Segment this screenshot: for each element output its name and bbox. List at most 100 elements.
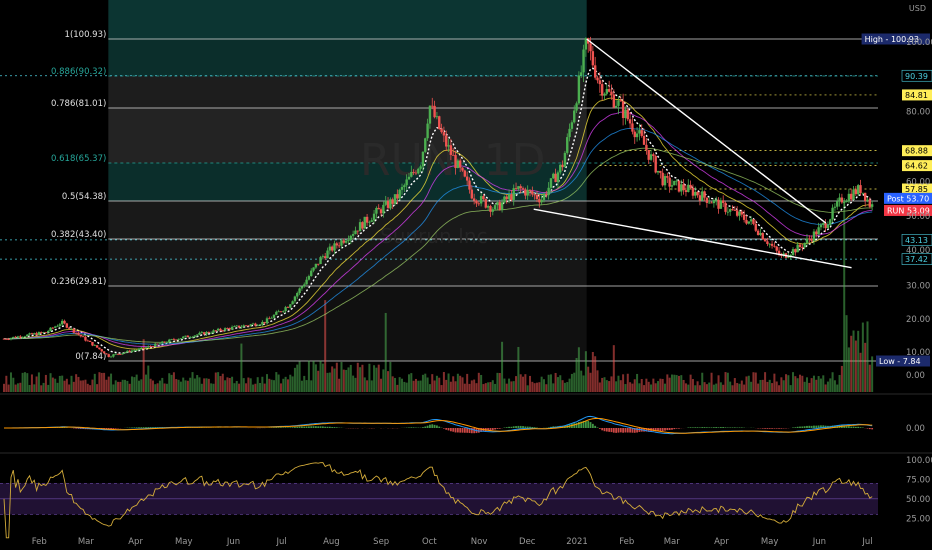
candle-body xyxy=(156,343,159,345)
volume-bar xyxy=(712,384,715,392)
volume-bar xyxy=(324,300,327,392)
candle-body xyxy=(584,38,588,50)
candle-body xyxy=(228,328,231,330)
candle-body xyxy=(84,336,87,341)
candle-body xyxy=(323,256,327,259)
macd-histogram-bar xyxy=(661,428,664,432)
volume-bar xyxy=(456,373,459,392)
candle-body xyxy=(284,307,287,311)
candle-body xyxy=(535,194,539,200)
candle-body xyxy=(491,209,494,212)
candle-body xyxy=(351,234,355,236)
macd-histogram-bar xyxy=(601,428,604,431)
time-tick-label: Apr xyxy=(128,537,143,547)
macd-histogram-bar xyxy=(580,421,583,428)
candle-body xyxy=(279,311,283,313)
volume-bar xyxy=(799,374,802,392)
candle-body xyxy=(421,151,425,167)
volume-bar xyxy=(778,385,781,392)
volume-bar xyxy=(626,373,629,392)
candle-body xyxy=(470,189,474,199)
candle-body xyxy=(570,122,574,129)
volume-bar xyxy=(56,382,59,392)
volume-bar xyxy=(137,380,140,392)
volume-bar xyxy=(261,376,264,392)
volume-bar xyxy=(407,374,410,392)
macd-histogram-bar xyxy=(522,426,524,428)
volume-bar xyxy=(624,384,627,392)
volume-bar xyxy=(233,383,236,392)
candle-body xyxy=(738,211,741,216)
candle-body xyxy=(861,192,865,194)
volume-bar xyxy=(175,379,178,392)
volume-bar xyxy=(440,385,443,392)
volume-bar xyxy=(717,375,720,392)
candle-body xyxy=(321,256,325,258)
candle-body xyxy=(503,196,506,203)
candle-body xyxy=(545,193,548,196)
candle-body xyxy=(342,240,346,243)
volume-bar xyxy=(454,381,457,392)
candle-body xyxy=(675,180,678,182)
volume-bar xyxy=(184,380,187,392)
macd-histogram-bar xyxy=(675,428,678,429)
macd-histogram-bar xyxy=(603,428,606,432)
price-tick-label: 0.00 xyxy=(906,371,925,381)
macd-histogram-bar xyxy=(703,427,706,428)
candle-body xyxy=(610,91,613,95)
candle-body xyxy=(829,219,832,225)
candle-body xyxy=(752,219,755,224)
macd-histogram-bar xyxy=(449,428,452,432)
macd-histogram-bar xyxy=(792,427,794,428)
volume-bar xyxy=(412,380,415,392)
candle-body xyxy=(298,288,301,293)
candle-body xyxy=(121,353,124,355)
candle-body xyxy=(105,353,108,355)
macd-histogram-bar xyxy=(498,428,501,429)
volume-bar xyxy=(459,375,462,392)
macd-histogram-bar xyxy=(326,426,329,428)
time-tick-label: Jul xyxy=(276,537,287,547)
candle-body xyxy=(158,343,162,345)
candle-body xyxy=(116,353,120,355)
price-tick-label: 80.00 xyxy=(906,108,930,118)
price-tag-box xyxy=(902,89,932,101)
macd-histogram-bar xyxy=(112,428,115,429)
candle-body xyxy=(202,332,206,335)
volume-bar xyxy=(200,383,203,392)
macd-histogram-bar xyxy=(152,427,154,428)
candle-body xyxy=(817,227,820,235)
candle-body xyxy=(44,332,48,333)
volume-bar xyxy=(789,385,792,392)
volume-bar xyxy=(745,376,748,392)
macd-histogram-bar xyxy=(689,427,692,428)
volume-bar xyxy=(729,381,732,392)
volume-bar xyxy=(63,380,66,392)
volume-bar xyxy=(771,383,774,392)
volume-bar xyxy=(214,372,217,392)
macd-histogram-bar xyxy=(433,424,436,428)
candle-body xyxy=(233,326,236,327)
macd-histogram-bar xyxy=(696,427,699,428)
candle-body xyxy=(412,171,415,173)
volume-bar xyxy=(151,380,154,392)
macd-histogram-bar xyxy=(740,427,743,428)
volume-bar xyxy=(126,380,129,392)
candle-body xyxy=(728,209,732,212)
candle-body xyxy=(347,239,350,241)
macd-histogram-bar xyxy=(510,426,513,428)
volume-bar xyxy=(708,382,711,392)
candle-body xyxy=(63,320,66,324)
candle-body xyxy=(782,253,785,256)
time-axis: Feb Mar Apr May Jun Jul Aug Sep Oct Nov Dec 2021 Feb… xyxy=(32,537,873,547)
price-tag-label: 37.42 xyxy=(905,255,928,264)
volume-bar xyxy=(570,373,573,392)
volume-bar xyxy=(305,380,308,392)
volume-bar xyxy=(428,384,431,392)
volume-bar xyxy=(433,380,436,392)
candle-body xyxy=(49,327,52,331)
volume-bar xyxy=(282,378,285,392)
candle-body xyxy=(335,243,339,246)
time-tick-label: 2021 xyxy=(566,537,588,547)
